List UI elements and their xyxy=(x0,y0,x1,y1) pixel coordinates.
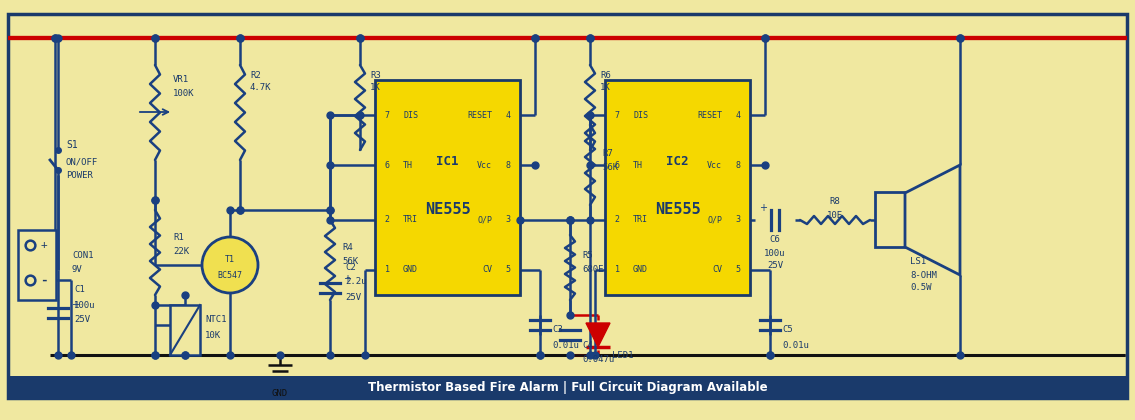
Text: C3: C3 xyxy=(552,326,563,334)
Text: C1: C1 xyxy=(74,286,85,294)
Text: NE555: NE555 xyxy=(655,202,700,216)
Text: ON/OFF: ON/OFF xyxy=(66,158,99,166)
Text: NTC1: NTC1 xyxy=(205,315,227,325)
Text: T1: T1 xyxy=(225,255,235,265)
Text: 7: 7 xyxy=(385,110,389,120)
Text: R8: R8 xyxy=(830,197,840,207)
Text: +: + xyxy=(759,203,767,213)
Bar xyxy=(605,80,750,295)
Text: Thermistor Based Fire Alarm | Full Circuit Diagram Available: Thermistor Based Fire Alarm | Full Circu… xyxy=(368,381,767,394)
Bar xyxy=(170,305,200,355)
Text: NE555: NE555 xyxy=(424,202,470,216)
Polygon shape xyxy=(586,323,609,347)
Text: 8: 8 xyxy=(735,160,740,170)
Text: C5: C5 xyxy=(782,326,792,334)
Text: 1: 1 xyxy=(385,265,389,275)
Text: R6: R6 xyxy=(600,71,611,79)
Text: R2: R2 xyxy=(250,71,261,79)
Text: +: + xyxy=(72,299,79,310)
Text: IC1: IC1 xyxy=(436,155,459,168)
Text: 7: 7 xyxy=(614,110,620,120)
Text: GND: GND xyxy=(633,265,648,275)
Polygon shape xyxy=(905,165,960,275)
Text: R4: R4 xyxy=(342,244,353,252)
Text: CV: CV xyxy=(482,265,491,275)
Text: 9V: 9V xyxy=(72,265,83,275)
Bar xyxy=(875,192,905,247)
Text: CV: CV xyxy=(712,265,722,275)
Text: 3: 3 xyxy=(505,215,511,225)
Text: 4.7K: 4.7K xyxy=(250,84,271,92)
Text: GND: GND xyxy=(272,388,288,397)
Text: 3: 3 xyxy=(735,215,740,225)
Text: 56K: 56K xyxy=(602,163,619,171)
Text: R3: R3 xyxy=(370,71,380,79)
Text: 4: 4 xyxy=(505,110,511,120)
Text: 6: 6 xyxy=(614,160,620,170)
Text: 1K: 1K xyxy=(600,84,611,92)
Text: 100K: 100K xyxy=(173,89,194,97)
Text: R5: R5 xyxy=(582,250,592,260)
Text: C2: C2 xyxy=(345,262,355,271)
Circle shape xyxy=(202,237,258,293)
Text: DIS: DIS xyxy=(403,110,418,120)
Text: TRI: TRI xyxy=(633,215,648,225)
Text: 8: 8 xyxy=(505,160,511,170)
Text: 25V: 25V xyxy=(74,315,90,325)
Text: 25V: 25V xyxy=(767,262,783,270)
Text: 4: 4 xyxy=(735,110,740,120)
Text: 5: 5 xyxy=(735,265,740,275)
Text: 0.01u: 0.01u xyxy=(782,341,809,349)
Text: LED1: LED1 xyxy=(612,351,633,360)
Text: RESET: RESET xyxy=(697,110,722,120)
Text: C6: C6 xyxy=(770,236,781,244)
Text: TH: TH xyxy=(633,160,644,170)
Text: 2: 2 xyxy=(385,215,389,225)
Text: Vcc: Vcc xyxy=(477,160,491,170)
Text: BC547: BC547 xyxy=(218,270,243,279)
Text: 1: 1 xyxy=(614,265,620,275)
Text: CON1: CON1 xyxy=(72,250,93,260)
Text: O/P: O/P xyxy=(477,215,491,225)
Text: VR1: VR1 xyxy=(173,76,190,84)
Text: 100u: 100u xyxy=(74,300,95,310)
Text: 2.2u: 2.2u xyxy=(345,278,367,286)
Text: 0.5W: 0.5W xyxy=(910,284,932,292)
Text: S1: S1 xyxy=(66,140,78,150)
Text: Vcc: Vcc xyxy=(707,160,722,170)
Text: 2: 2 xyxy=(614,215,620,225)
Bar xyxy=(18,230,56,300)
Bar xyxy=(8,376,1127,398)
Text: 0.047u: 0.047u xyxy=(582,354,614,363)
Text: C4: C4 xyxy=(582,341,592,349)
Text: 10K: 10K xyxy=(205,331,221,339)
Text: -: - xyxy=(40,273,48,286)
Text: 8-OHM: 8-OHM xyxy=(910,270,936,279)
Text: RESET: RESET xyxy=(466,110,491,120)
Text: R7: R7 xyxy=(602,149,613,158)
Text: 5: 5 xyxy=(505,265,511,275)
Text: +: + xyxy=(343,275,351,284)
Text: R1: R1 xyxy=(173,234,184,242)
Text: 56K: 56K xyxy=(342,257,359,267)
Text: 10E: 10E xyxy=(827,210,843,220)
Text: IC2: IC2 xyxy=(666,155,689,168)
Text: POWER: POWER xyxy=(66,171,93,179)
Text: 6: 6 xyxy=(385,160,389,170)
Text: 0.01u: 0.01u xyxy=(552,341,579,349)
Text: GND: GND xyxy=(403,265,418,275)
Text: 1K: 1K xyxy=(370,84,380,92)
Text: TH: TH xyxy=(403,160,413,170)
Text: 22K: 22K xyxy=(173,247,190,257)
Text: LS1: LS1 xyxy=(910,257,926,267)
Text: 680E: 680E xyxy=(582,265,604,273)
Text: 100u: 100u xyxy=(764,249,785,257)
Text: +: + xyxy=(41,240,48,250)
Text: 25V: 25V xyxy=(345,292,361,302)
Text: DIS: DIS xyxy=(633,110,648,120)
Text: O/P: O/P xyxy=(707,215,722,225)
Bar xyxy=(375,80,520,295)
Text: TRI: TRI xyxy=(403,215,418,225)
